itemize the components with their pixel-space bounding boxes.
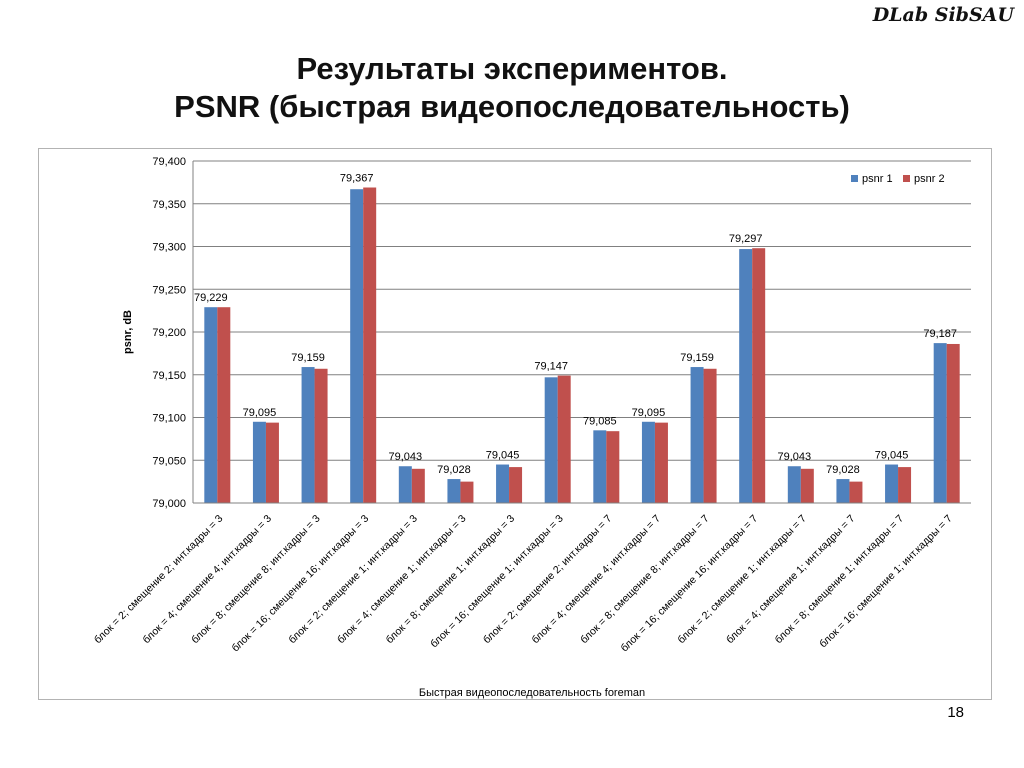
bar-psnr1 bbox=[301, 367, 315, 503]
bar-psnr2 bbox=[606, 431, 620, 503]
y-axis-title: psnr, dB bbox=[122, 310, 134, 354]
bar-psnr2 bbox=[752, 248, 766, 503]
bar-psnr2 bbox=[800, 468, 814, 503]
data-label: 79,045 bbox=[875, 450, 909, 462]
data-label: 79,159 bbox=[680, 352, 714, 364]
bar-psnr2 bbox=[557, 375, 571, 503]
chart-frame: 79,000 79,050 79,100 79,150 79,200 79,250 79,3… bbox=[38, 148, 992, 700]
slide-title-line-2: PSNR (быстрая видеопоследовательность) bbox=[174, 89, 850, 124]
bar-psnr1 bbox=[544, 377, 558, 503]
legend-swatch bbox=[903, 175, 910, 182]
data-label: 79,028 bbox=[437, 464, 471, 476]
bar-psnr2 bbox=[460, 481, 474, 503]
bar-psnr2 bbox=[946, 343, 960, 503]
bar-psnr2 bbox=[217, 307, 231, 503]
brand-logo: DLab SibSAU bbox=[872, 4, 1014, 26]
bar-psnr1 bbox=[933, 343, 947, 503]
bar-psnr1 bbox=[252, 421, 266, 503]
bar-chart: 79,000 79,050 79,100 79,150 79,200 79,250 79,3… bbox=[92, 156, 971, 699]
data-label: 79,229 bbox=[194, 292, 228, 304]
data-label: 79,043 bbox=[777, 451, 811, 463]
slide-number: 18 bbox=[947, 704, 964, 721]
bar-psnr2 bbox=[703, 368, 717, 503]
data-label: 79,028 bbox=[826, 464, 860, 476]
y-tick-label: 79,250 bbox=[152, 284, 186, 296]
bar-psnr2 bbox=[363, 187, 377, 503]
y-tick-label: 79,300 bbox=[152, 242, 186, 254]
data-label: 79,045 bbox=[486, 450, 520, 462]
bar-psnr1 bbox=[398, 466, 412, 503]
data-label: 79,159 bbox=[291, 352, 325, 364]
y-tick-label: 79,350 bbox=[152, 199, 186, 211]
y-tick-label: 79,200 bbox=[152, 327, 186, 339]
data-label: 79,095 bbox=[632, 407, 666, 419]
bar-psnr1 bbox=[496, 464, 510, 503]
bar-psnr1 bbox=[739, 249, 753, 503]
data-label: 79,367 bbox=[340, 173, 374, 185]
data-label: 79,095 bbox=[243, 407, 277, 419]
data-label: 79,043 bbox=[388, 451, 422, 463]
bar-psnr1 bbox=[690, 367, 704, 503]
bar-psnr2 bbox=[411, 468, 425, 503]
bar-psnr2 bbox=[849, 481, 863, 503]
data-label: 79,147 bbox=[534, 361, 568, 373]
x-axis-title: Быстрая видеопоследовательность foreman bbox=[419, 687, 645, 699]
bar-psnr1 bbox=[885, 464, 899, 503]
slide-title-line-1: Результаты экспериментов. bbox=[296, 51, 728, 86]
bar-psnr1 bbox=[204, 307, 218, 503]
y-tick-label: 79,100 bbox=[152, 413, 186, 425]
bar-psnr1 bbox=[593, 430, 607, 503]
data-label: 79,085 bbox=[583, 415, 617, 427]
bar-psnr2 bbox=[654, 422, 668, 503]
y-tick-label: 79,050 bbox=[152, 455, 186, 467]
bars bbox=[204, 187, 960, 503]
data-label: 79,187 bbox=[923, 328, 957, 340]
bar-psnr2 bbox=[898, 467, 912, 503]
bar-psnr1 bbox=[641, 421, 655, 503]
bar-psnr1 bbox=[350, 189, 364, 503]
data-label: 79,297 bbox=[729, 233, 763, 245]
legend-swatch bbox=[851, 175, 858, 182]
bar-psnr1 bbox=[787, 466, 801, 503]
y-tick-label: 79,400 bbox=[152, 156, 186, 168]
legend-label: psnr 1 bbox=[862, 173, 893, 185]
bar-psnr1 bbox=[836, 479, 850, 503]
y-tick-label: 79,150 bbox=[152, 370, 186, 382]
legend: psnr 1 psnr 2 bbox=[851, 173, 945, 185]
bar-psnr2 bbox=[509, 467, 523, 503]
bar-psnr2 bbox=[314, 368, 328, 503]
bar-psnr1 bbox=[447, 479, 461, 503]
slide-title: Результаты экспериментов. PSNR (быстрая … bbox=[0, 50, 1024, 126]
legend-label: psnr 2 bbox=[914, 173, 945, 185]
bar-psnr2 bbox=[265, 422, 279, 503]
y-tick-label: 79,000 bbox=[152, 498, 186, 510]
